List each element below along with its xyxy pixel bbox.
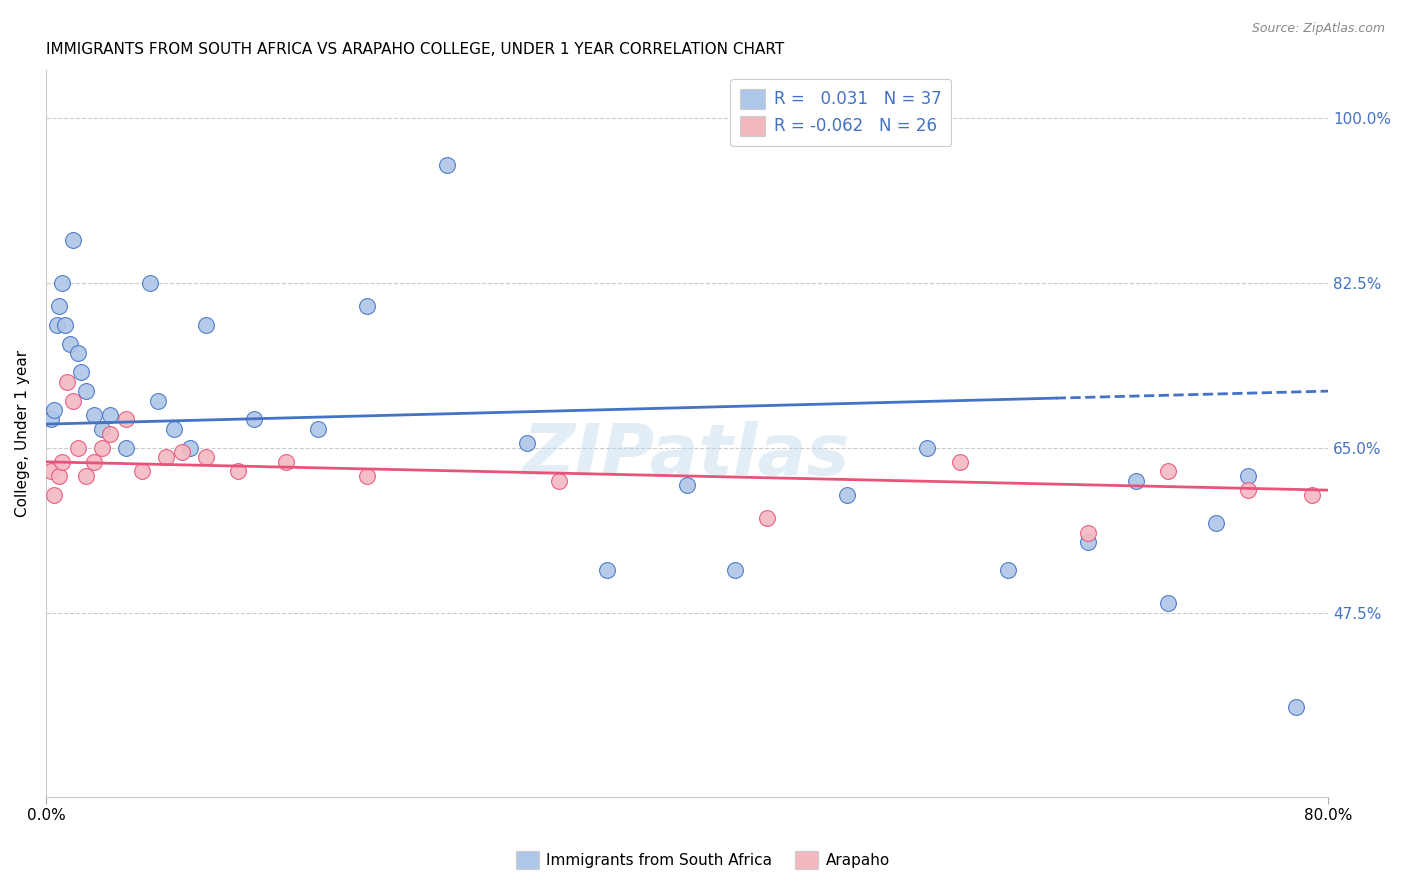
Point xyxy=(724,563,747,577)
Point xyxy=(948,455,970,469)
Point xyxy=(91,422,114,436)
Point xyxy=(115,441,138,455)
Point xyxy=(172,445,194,459)
Point xyxy=(62,233,84,247)
Point xyxy=(1077,535,1099,549)
Point xyxy=(66,346,89,360)
Point xyxy=(42,488,65,502)
Legend: R =   0.031   N = 37, R = -0.062   N = 26: R = 0.031 N = 37, R = -0.062 N = 26 xyxy=(730,78,952,146)
Text: ZIPatlas: ZIPatlas xyxy=(523,421,851,490)
Point xyxy=(115,412,138,426)
Legend: Immigrants from South Africa, Arapaho: Immigrants from South Africa, Arapaho xyxy=(510,845,896,875)
Point xyxy=(917,441,939,455)
Point xyxy=(195,450,218,464)
Point xyxy=(48,469,70,483)
Point xyxy=(51,276,73,290)
Point xyxy=(226,464,249,478)
Point xyxy=(62,393,84,408)
Point xyxy=(39,464,62,478)
Point xyxy=(59,337,82,351)
Point xyxy=(307,422,329,436)
Point xyxy=(356,299,378,313)
Point xyxy=(83,408,105,422)
Y-axis label: College, Under 1 year: College, Under 1 year xyxy=(15,350,30,517)
Point xyxy=(676,478,699,492)
Point xyxy=(195,318,218,332)
Point xyxy=(163,422,186,436)
Point xyxy=(356,469,378,483)
Point xyxy=(75,469,97,483)
Point xyxy=(179,441,201,455)
Point xyxy=(98,408,121,422)
Point xyxy=(243,412,266,426)
Point xyxy=(516,436,538,450)
Point xyxy=(1205,516,1227,530)
Point xyxy=(155,450,177,464)
Point xyxy=(70,365,93,379)
Point xyxy=(997,563,1019,577)
Point xyxy=(139,276,162,290)
Point xyxy=(91,441,114,455)
Point xyxy=(51,455,73,469)
Point xyxy=(436,158,458,172)
Point xyxy=(39,412,62,426)
Point xyxy=(46,318,69,332)
Point xyxy=(1301,488,1323,502)
Point xyxy=(1285,700,1308,714)
Point xyxy=(756,511,779,525)
Point xyxy=(1157,596,1180,610)
Point xyxy=(1237,483,1260,497)
Point xyxy=(66,441,89,455)
Point xyxy=(75,384,97,398)
Point xyxy=(1157,464,1180,478)
Point xyxy=(53,318,76,332)
Text: IMMIGRANTS FROM SOUTH AFRICA VS ARAPAHO COLLEGE, UNDER 1 YEAR CORRELATION CHART: IMMIGRANTS FROM SOUTH AFRICA VS ARAPAHO … xyxy=(46,42,785,57)
Point xyxy=(596,563,619,577)
Point xyxy=(98,426,121,441)
Point xyxy=(1125,474,1147,488)
Point xyxy=(48,299,70,313)
Point xyxy=(276,455,298,469)
Text: Source: ZipAtlas.com: Source: ZipAtlas.com xyxy=(1251,22,1385,36)
Point xyxy=(146,393,169,408)
Point xyxy=(131,464,153,478)
Point xyxy=(1077,525,1099,540)
Point xyxy=(56,375,79,389)
Point xyxy=(42,403,65,417)
Point xyxy=(547,474,569,488)
Point xyxy=(837,488,859,502)
Point xyxy=(83,455,105,469)
Point xyxy=(1237,469,1260,483)
